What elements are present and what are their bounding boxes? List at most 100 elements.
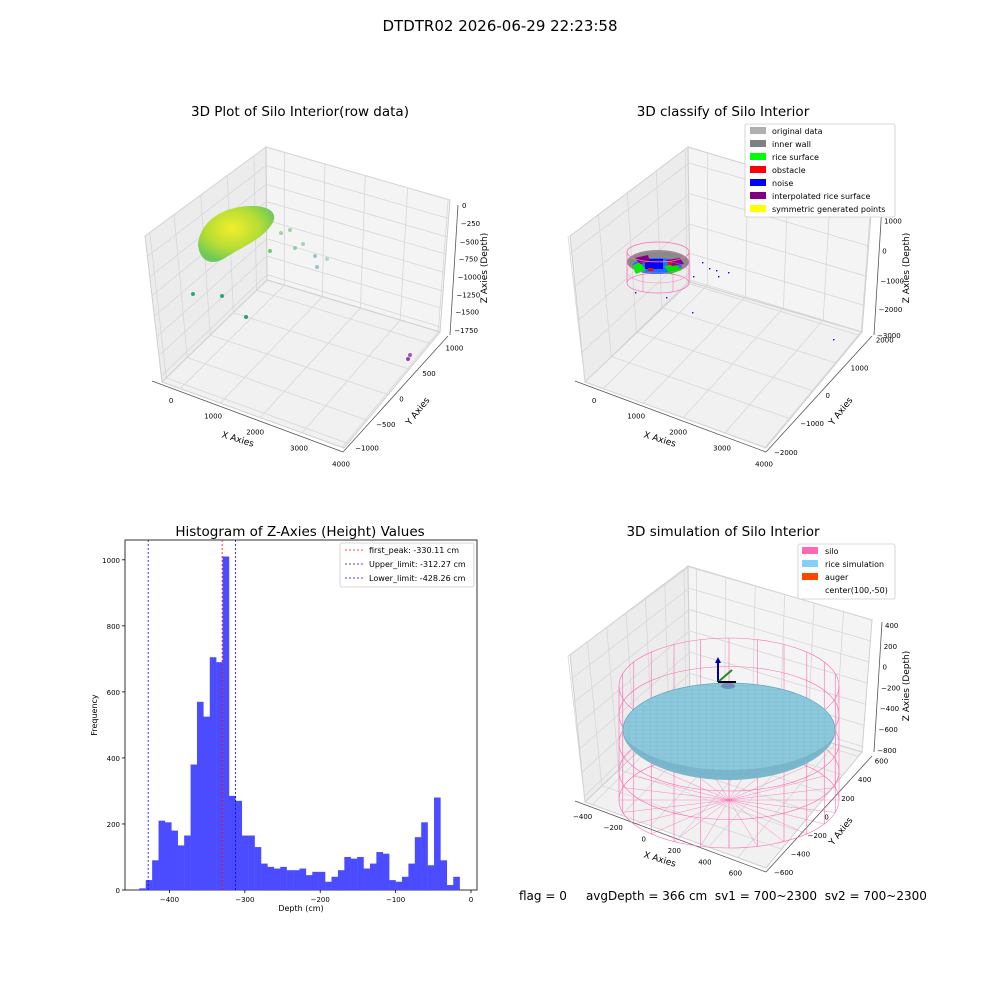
histogram-bar	[369, 863, 377, 890]
histogram-bar	[222, 556, 230, 890]
histogram-bar	[209, 657, 217, 890]
legend-swatch	[750, 166, 766, 173]
y-tick-label: 400	[107, 755, 120, 763]
y-tick-label: −500	[376, 421, 395, 429]
panel1-floor-pane	[161, 279, 441, 449]
histogram-bar	[196, 701, 204, 890]
histogram-bar	[427, 865, 435, 890]
histogram-bar	[312, 871, 319, 890]
z-tick-label: −600	[879, 726, 898, 734]
scatter-point	[325, 257, 329, 261]
x-tick-label: −400	[573, 813, 592, 821]
z-tick-label: −3000	[877, 332, 901, 340]
y-tick-label: 0	[116, 887, 120, 895]
x-tick-label: 0	[592, 397, 596, 405]
panel1-title: 3D Plot of Silo Interior(row data)	[191, 104, 409, 120]
panel-raw-data: 3D Plot of Silo Interior(row data) 0 1000…	[144, 104, 490, 468]
histogram-bar	[318, 871, 326, 890]
z-tick-label: −200	[881, 684, 900, 692]
noise-point	[716, 270, 718, 272]
panel4-tick-labels: −400 −200 0 200 400 600 −600 −400 −200 0 200 400 600…	[573, 622, 900, 878]
legend-label: Lower_limit: -428.26 cm	[369, 574, 466, 583]
y-tick-label: 200	[841, 795, 854, 803]
panel3-title: Histogram of Z-Axies (Height) Values	[175, 524, 424, 540]
panel2-y-label: Y Axies	[827, 396, 856, 429]
legend-label: rice surface	[772, 153, 819, 162]
panel1-rice-point-cloud	[198, 205, 275, 262]
histogram-bar	[453, 876, 460, 890]
histogram-tick-labels: −400 −300 −200 −100 0 0 200 400 600 800 1000	[102, 557, 473, 904]
legend-label: rice simulation	[825, 560, 884, 569]
y-tick-label: −1000	[800, 420, 824, 428]
legend-swatch	[802, 560, 818, 567]
histogram-bar	[261, 863, 268, 890]
x-tick-label: 3000	[290, 445, 308, 453]
legend-swatch	[750, 205, 766, 212]
z-tick-label: −250	[461, 220, 480, 228]
x-tick-label: 1000	[204, 413, 222, 421]
histogram-bar	[325, 881, 332, 890]
panel1-z-label: Z Axies (Depth)	[480, 233, 490, 304]
x-tick-label: −100	[386, 896, 405, 904]
legend-label: obstacle	[772, 166, 806, 175]
x-tick-label: 4000	[332, 460, 350, 468]
histogram-bar	[299, 868, 307, 890]
panel-histogram: Histogram of Z-Axies (Height) Values −40…	[90, 524, 478, 913]
y-tick-label: 600	[107, 689, 120, 697]
histogram-bar	[158, 820, 166, 890]
legend-label: first_peak: -330.11 cm	[369, 546, 459, 555]
histogram-bar	[389, 880, 396, 890]
panel2-title: 3D classify of Silo Interior	[637, 104, 810, 120]
legend-label: noise	[772, 179, 793, 188]
y-tick-label: 1000	[851, 364, 869, 372]
legend-label: auger	[825, 573, 849, 582]
y-tick-label: 1000	[446, 345, 464, 353]
histogram-bar	[414, 837, 422, 890]
histogram-bar	[293, 870, 300, 890]
histogram-bar	[171, 830, 178, 890]
legend-swatch	[750, 127, 766, 134]
histogram-bar	[337, 870, 345, 890]
figure-title: DTDTR02 2026-06-29 22:23:58	[382, 17, 618, 35]
x-tick-label: −200	[604, 824, 623, 832]
z-tick-label: 0	[882, 664, 886, 672]
panel4-legend: silo rice simulation auger center(100,-50)	[797, 543, 896, 600]
panel1-z-axis	[449, 204, 459, 336]
panel1-x-axis	[151, 380, 344, 453]
histogram-bar	[184, 835, 191, 890]
z-tick-label: 200	[884, 643, 897, 651]
noise-point	[709, 268, 711, 270]
z-tick-label: −1000	[880, 277, 904, 285]
panel4-y-label: Y Axies	[827, 816, 856, 849]
y-tick-label: 0	[825, 392, 829, 400]
z-tick-label: 1000	[884, 218, 902, 226]
x-tick-label: −400	[160, 896, 179, 904]
noise-point	[635, 292, 637, 294]
histogram-bar	[229, 795, 236, 890]
histogram-bar	[248, 835, 255, 890]
panel-simulation: 3D simulation of Silo Interior −400 −200 0…	[567, 524, 912, 878]
histogram-bar	[280, 866, 287, 890]
histogram-bar	[286, 870, 294, 890]
z-tick-label: 0	[462, 202, 466, 210]
y-tick-label: −600	[774, 869, 793, 877]
panel1-outlier-points	[191, 228, 412, 361]
histogram-bar	[152, 860, 159, 890]
scatter-point	[268, 249, 272, 253]
legend-label: interpolated rice surface	[772, 192, 870, 201]
z-tick-label: −800	[877, 747, 896, 755]
y-tick-label: −2000	[774, 449, 798, 457]
noise-point	[666, 297, 668, 299]
histogram-bar	[216, 662, 223, 890]
scatter-point	[406, 357, 410, 361]
panel2-x-axis	[574, 380, 767, 453]
histogram-bar	[446, 885, 454, 890]
x-tick-label: −200	[311, 896, 330, 904]
histogram-legend: first_peak: -330.11 cm Upper_limit: -312.…	[339, 542, 475, 588]
x-tick-label: 1000	[627, 413, 645, 421]
histogram-bar	[357, 856, 364, 890]
legend-label: inner wall	[772, 140, 811, 149]
panel4-x-axis	[574, 800, 767, 873]
legend-swatch	[750, 192, 766, 199]
panel3-x-label: Depth (cm)	[278, 904, 323, 913]
